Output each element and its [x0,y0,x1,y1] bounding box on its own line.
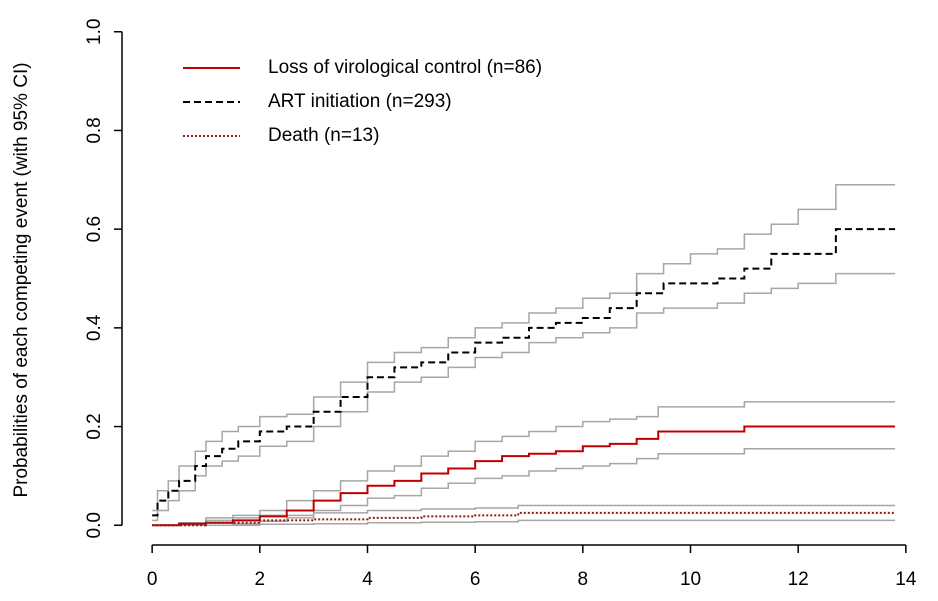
x-tick-label: 8 [578,569,589,590]
ci-line [152,272,896,522]
legend-label: ART initiation (n=293) [268,91,452,112]
x-tick-label: 6 [470,569,481,590]
y-tick-label: 0.0 [84,512,105,538]
y-tick-label: 0.2 [84,413,105,439]
y-tick-label: 0.4 [84,314,105,341]
x-tick-label: 4 [362,569,373,590]
x-tick-label: 10 [680,569,701,590]
y-tick-label: 1.0 [84,19,105,45]
x-tick-label: 12 [788,569,809,590]
x-tick-label: 0 [147,569,158,590]
x-tick-label: 2 [255,569,266,590]
ci-line [152,504,896,527]
series-line [152,228,896,517]
y-tick-label: 0.8 [84,117,105,143]
ci-line [152,519,896,527]
y-axis-label: Probabilities of each competing event (w… [11,62,32,497]
ci-line [152,183,896,512]
legend-label: Loss of virological control (n=86) [268,57,542,78]
ci-line [152,448,896,527]
x-tick-label: 14 [895,569,917,590]
ci-line [152,401,896,527]
series-line [152,511,896,527]
y-tick-label: 0.6 [84,216,105,242]
legend-label: Death (n=13) [268,125,379,146]
